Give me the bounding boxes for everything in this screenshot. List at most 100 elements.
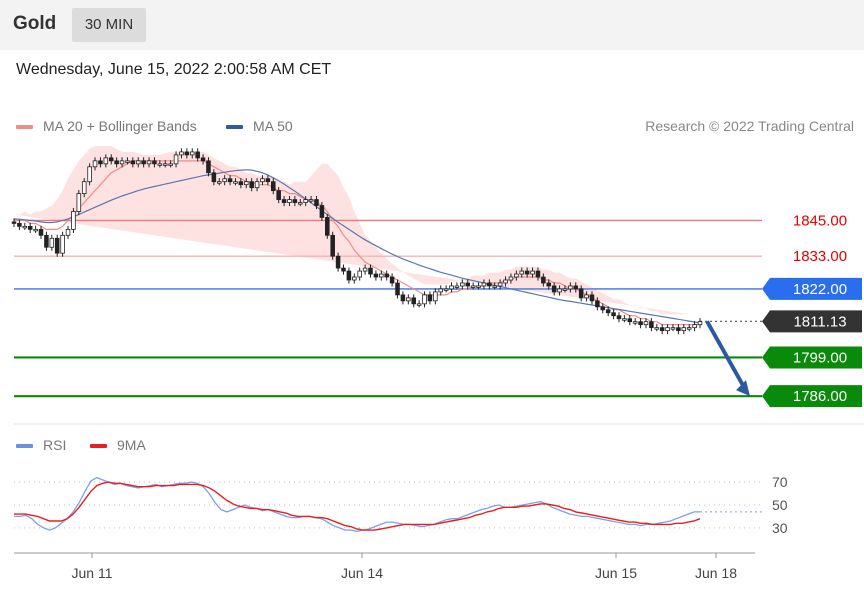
candle-down	[335, 255, 341, 269]
candle-up	[22, 225, 28, 229]
candle-up	[298, 202, 303, 205]
candle-down	[368, 267, 373, 275]
candle-up	[584, 294, 589, 299]
candle-down	[38, 228, 44, 236]
candle-down	[638, 321, 643, 326]
level-tag-1: 1833.00	[793, 248, 847, 265]
candle-up	[681, 327, 687, 332]
candle-down	[465, 282, 471, 287]
candle-down	[238, 181, 244, 186]
rsi-tick-label: 30	[772, 520, 788, 536]
candle-up	[233, 181, 238, 184]
legend-ma50: MA 50	[226, 118, 293, 134]
level-label: 1799.00	[793, 349, 847, 366]
candle-down	[184, 151, 190, 156]
candle-up	[416, 303, 422, 306]
candle-up	[189, 151, 195, 156]
level-tag-0: 1845.00	[793, 212, 847, 229]
candle-down	[616, 315, 622, 320]
candle-up	[243, 181, 249, 186]
ma20-line	[14, 160, 700, 326]
candle-up	[87, 166, 92, 183]
candle-down	[325, 217, 330, 236]
rsi-ma9-line	[14, 481, 701, 531]
rsi-tick-label: 50	[772, 497, 788, 513]
x-tick-label: Jun 11	[72, 565, 113, 581]
ma20-swatch	[16, 125, 33, 130]
candle-down	[27, 225, 33, 230]
candle-up	[254, 181, 260, 189]
candle-up	[362, 267, 368, 272]
legend-9ma-label: 9MA	[117, 437, 146, 453]
candle-up	[443, 288, 449, 291]
candle-down	[108, 157, 114, 162]
candle-down	[114, 160, 119, 165]
candle-up	[308, 199, 314, 202]
candle-up	[168, 163, 173, 166]
candle-up	[449, 285, 454, 290]
candle-down	[659, 327, 665, 332]
candle-up	[686, 327, 692, 330]
candle-up	[454, 285, 460, 288]
candle-down	[330, 234, 335, 257]
candle-up	[692, 324, 697, 329]
candle-down	[314, 199, 319, 206]
candle-up	[92, 160, 98, 168]
candle-up	[60, 234, 65, 254]
candle-down	[141, 160, 146, 165]
candle-down	[227, 178, 233, 183]
candle-up	[460, 282, 465, 287]
candle-up	[433, 291, 438, 302]
candle-down	[427, 294, 433, 302]
candle-up	[260, 178, 265, 183]
candle-up	[173, 154, 179, 165]
candle-up	[49, 237, 55, 248]
candle-up	[71, 211, 76, 230]
x-tick-label: Jun 15	[595, 565, 637, 581]
candle-down	[373, 273, 379, 278]
x-tick-label: Jun 14	[341, 565, 383, 581]
x-tick-label: Jun 18	[695, 565, 737, 581]
candle-down	[600, 306, 606, 311]
legend-ma20-label: MA 20 + Bollinger Bands	[43, 118, 197, 134]
candle-up	[33, 228, 38, 232]
candle-up	[632, 321, 638, 324]
level-tag-2: 1822.00	[762, 277, 862, 300]
candle-up	[492, 285, 498, 288]
candle-up	[557, 288, 562, 293]
candle-up	[222, 178, 227, 183]
legend-ma50-label: MA 50	[253, 118, 293, 134]
rsi-swatch	[16, 444, 33, 449]
candle-down	[541, 276, 546, 284]
rsi-line	[14, 476, 700, 532]
ma9-swatch	[90, 444, 107, 449]
timeframe-button[interactable]: 30 MIN	[72, 8, 146, 42]
candle-up	[76, 193, 82, 212]
candle-down	[98, 160, 103, 165]
candle-up	[519, 270, 525, 275]
candle-up	[697, 321, 703, 326]
candle-down	[270, 181, 276, 192]
candle-up	[422, 294, 427, 305]
candle-down	[605, 309, 611, 314]
rsi-tick-label: 70	[772, 474, 788, 490]
candle-up	[654, 327, 660, 330]
candle-down	[487, 282, 492, 287]
candle-down	[524, 270, 530, 275]
candle-up	[470, 285, 476, 288]
legend-ma20: MA 20 + Bollinger Bands	[16, 118, 197, 134]
candle-down	[535, 270, 541, 278]
candle-down	[195, 151, 200, 159]
candle-up	[508, 276, 514, 281]
candle-up	[119, 160, 125, 165]
candle-down	[346, 270, 352, 281]
candle-up	[670, 327, 676, 330]
candle-up	[179, 151, 184, 156]
ma50-swatch	[226, 125, 243, 130]
candle-up	[65, 228, 71, 236]
candle-up	[622, 318, 627, 321]
candle-down	[200, 157, 206, 162]
candle-down	[44, 234, 49, 248]
candle-up	[406, 297, 411, 302]
